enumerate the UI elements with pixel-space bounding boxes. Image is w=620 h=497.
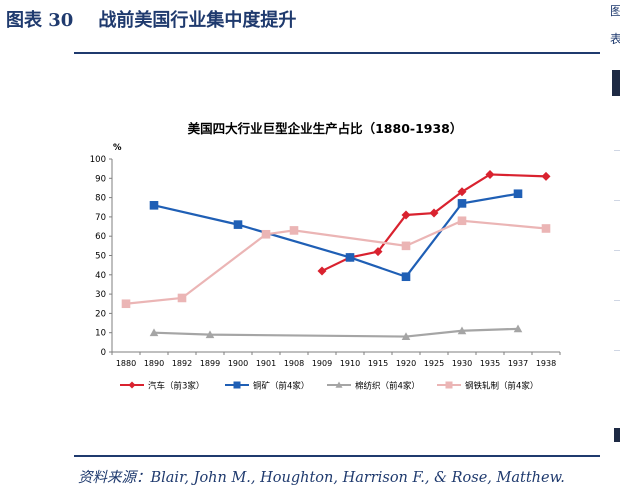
y-tick-label: 20: [95, 309, 106, 319]
series-line: [321, 173, 547, 272]
data-point: [457, 199, 467, 208]
data-point: [233, 220, 243, 229]
data-point: [149, 201, 159, 210]
chart-title: 美国四大行业巨型企业生产占比（1880-1938）: [188, 121, 463, 136]
data-point: [345, 253, 355, 262]
data-point: [485, 169, 495, 179]
legend-marker: [445, 381, 453, 389]
legend-marker: [128, 381, 136, 389]
figure-title: 图表 30 战前美国行业集中度提升: [6, 10, 297, 31]
y-tick-label: 80: [95, 194, 106, 204]
data-point: [513, 189, 523, 199]
data-point: [513, 324, 523, 333]
y-tick-label: 10: [95, 329, 106, 339]
x-tick-label: 1900: [228, 359, 248, 368]
legend-marker: [233, 381, 241, 389]
source-note: 资料来源：Blair, John M., Houghton, Harrison …: [78, 470, 565, 486]
data-point: [541, 224, 551, 233]
y-tick-label: 40: [95, 271, 106, 281]
adjacent-table-header: [612, 70, 620, 96]
data-point: [149, 328, 159, 337]
y-tick-label: 0: [101, 348, 106, 358]
data-point: [289, 226, 299, 235]
data-point: [177, 293, 187, 303]
data-point: [373, 247, 383, 257]
adjacent-table-line: [614, 350, 620, 351]
data-point: [401, 210, 411, 220]
y-tick-label: 100: [90, 155, 106, 165]
data-point: [457, 187, 467, 197]
x-tick-label: 1915: [368, 359, 388, 368]
data-point: [261, 229, 271, 239]
line-chart: 美国四大行业巨型企业生产占比（1880-1938）% 0 10 20 30 40 50 60 7…: [90, 121, 561, 392]
x-tick-label: 1910: [340, 359, 360, 368]
adjacent-page-text: 表: [610, 32, 620, 46]
legend-label: 棉纺织（前4家）: [355, 381, 420, 392]
adjacent-table-line: [614, 150, 620, 151]
x-tick-label: 1892: [172, 359, 192, 368]
y-tick-label: 60: [95, 232, 106, 242]
data-point: [457, 216, 467, 226]
legend-marker: [335, 381, 343, 388]
x-tick-label: 1899: [200, 359, 220, 368]
legend-label: 钢铁轧制（前4家）: [465, 381, 538, 392]
data-point: [401, 332, 411, 340]
y-tick-label: 90: [95, 174, 106, 184]
data-point: [317, 266, 327, 276]
x-tick-label: 1909: [312, 359, 332, 368]
y-axis-unit: %: [113, 143, 122, 153]
x-tick-label: 1937: [508, 359, 528, 368]
x-tick-label: 1925: [424, 359, 444, 368]
data-point: [457, 326, 467, 335]
series-line: [153, 192, 519, 279]
adjacent-page-strip: 图 表: [604, 0, 620, 497]
adjacent-table-line: [614, 200, 620, 201]
x-tick-label: 1930: [452, 359, 472, 368]
data-point: [429, 208, 439, 218]
legend-label: 铜矿（前4家）: [253, 381, 309, 392]
series-line: [125, 219, 547, 305]
x-tick-label: 1935: [480, 359, 500, 368]
data-point: [401, 241, 411, 251]
adjacent-table-line: [614, 300, 620, 301]
data-point: [401, 272, 411, 282]
adjacent-table-footer: [614, 428, 620, 442]
x-tick-label: 1880: [116, 359, 136, 368]
x-tick-label: 1890: [144, 359, 164, 368]
data-point: [121, 299, 131, 309]
x-tick-label: 1938: [536, 359, 556, 368]
x-tick-label: 1920: [396, 359, 416, 368]
y-tick-label: 50: [95, 252, 106, 262]
adjacent-table-line: [614, 250, 620, 251]
data-point: [205, 330, 215, 339]
y-tick-label: 70: [95, 213, 106, 223]
x-tick-label: 1901: [256, 359, 276, 368]
source-rule: [74, 455, 600, 457]
legend-label: 汽车（前3家）: [148, 381, 204, 392]
y-tick-label: 30: [95, 290, 106, 300]
title-rule: [74, 52, 600, 54]
data-point: [541, 171, 551, 181]
x-tick-label: 1908: [284, 359, 304, 368]
adjacent-page-text: 图: [610, 4, 620, 18]
